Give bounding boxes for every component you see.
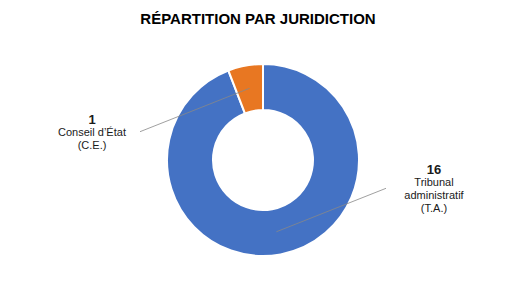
svg-text:1Conseil d’État(C.E.): 1Conseil d’État(C.E.) [58, 111, 126, 150]
html-text:RÉPARTITION PAR JURIDICTION: RÉPARTITION PAR JURIDICTION [140, 10, 376, 27]
svg-text:16Tribunaladministratif(T.A.): 16Tribunaladministratif(T.A.) [404, 161, 464, 214]
